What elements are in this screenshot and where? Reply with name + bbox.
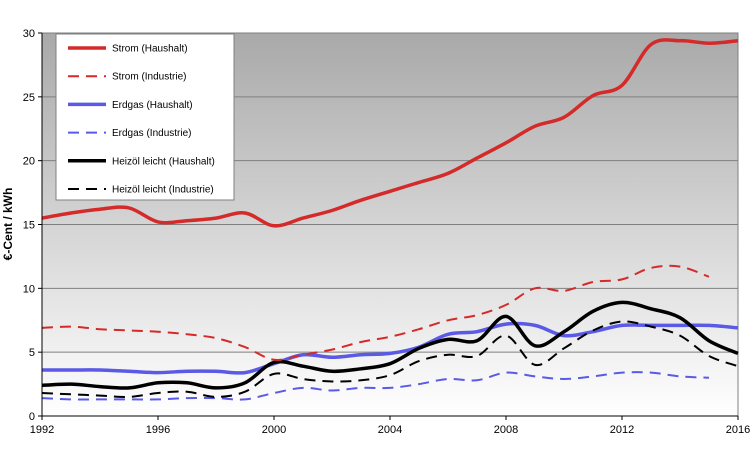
x-tick-label: 2008	[494, 424, 518, 436]
legend-label-strom-haushalt: Strom (Haushalt)	[112, 44, 188, 55]
series-line-erdgas-industrie	[41, 371, 710, 401]
series-layer	[41, 38, 739, 401]
y-tick-label: 30	[23, 28, 35, 40]
series-line-erdgas-haushalt	[41, 321, 739, 375]
x-tick-label: 2012	[610, 424, 634, 436]
legend: Strom (Haushalt) Strom (Industrie) Erdgas …	[55, 33, 235, 201]
series-line-heiz-l-leicht-industrie	[41, 320, 739, 398]
legend-label-heiz-l-leicht-industrie: Heizöl leicht (Industrie)	[112, 185, 214, 196]
x-tick-label: 2016	[726, 424, 750, 436]
x-tick-label: 1992	[30, 424, 54, 436]
series-line-strom-industrie	[41, 264, 710, 362]
x-tick-label: 2004	[378, 424, 402, 436]
legend-box	[55, 33, 235, 201]
y-axis-label: €-Cent / kWh	[1, 188, 15, 261]
legend-label-heiz-l-leicht-haushalt: Heizöl leicht (Haushalt)	[112, 156, 215, 167]
y-tick-labels: 0 5 10 15 20 25 30	[23, 28, 42, 423]
x-tick-label: 2000	[262, 424, 286, 436]
y-tick-label: 25	[23, 92, 35, 104]
series-line-strom-haushalt	[41, 38, 739, 228]
y-tick-label: 5	[29, 347, 35, 359]
legend-label-strom-industrie: Strom (Industrie)	[112, 72, 186, 83]
x-tick-labels: 1992 1996 2000 2004 2008 2012 2016	[30, 416, 750, 436]
legend-label-erdgas-haushalt: Erdgas (Haushalt)	[112, 100, 193, 111]
y-tick-label: 20	[23, 156, 35, 168]
y-tick-label: 0	[29, 411, 35, 423]
y-tick-label: 10	[23, 283, 35, 295]
series-line-heiz-l-leicht-haushalt	[41, 300, 739, 390]
y-tick-label: 15	[23, 220, 35, 232]
legend-label-erdgas-industrie: Erdgas (Industrie)	[112, 128, 191, 139]
x-tick-label: 1996	[146, 424, 170, 436]
